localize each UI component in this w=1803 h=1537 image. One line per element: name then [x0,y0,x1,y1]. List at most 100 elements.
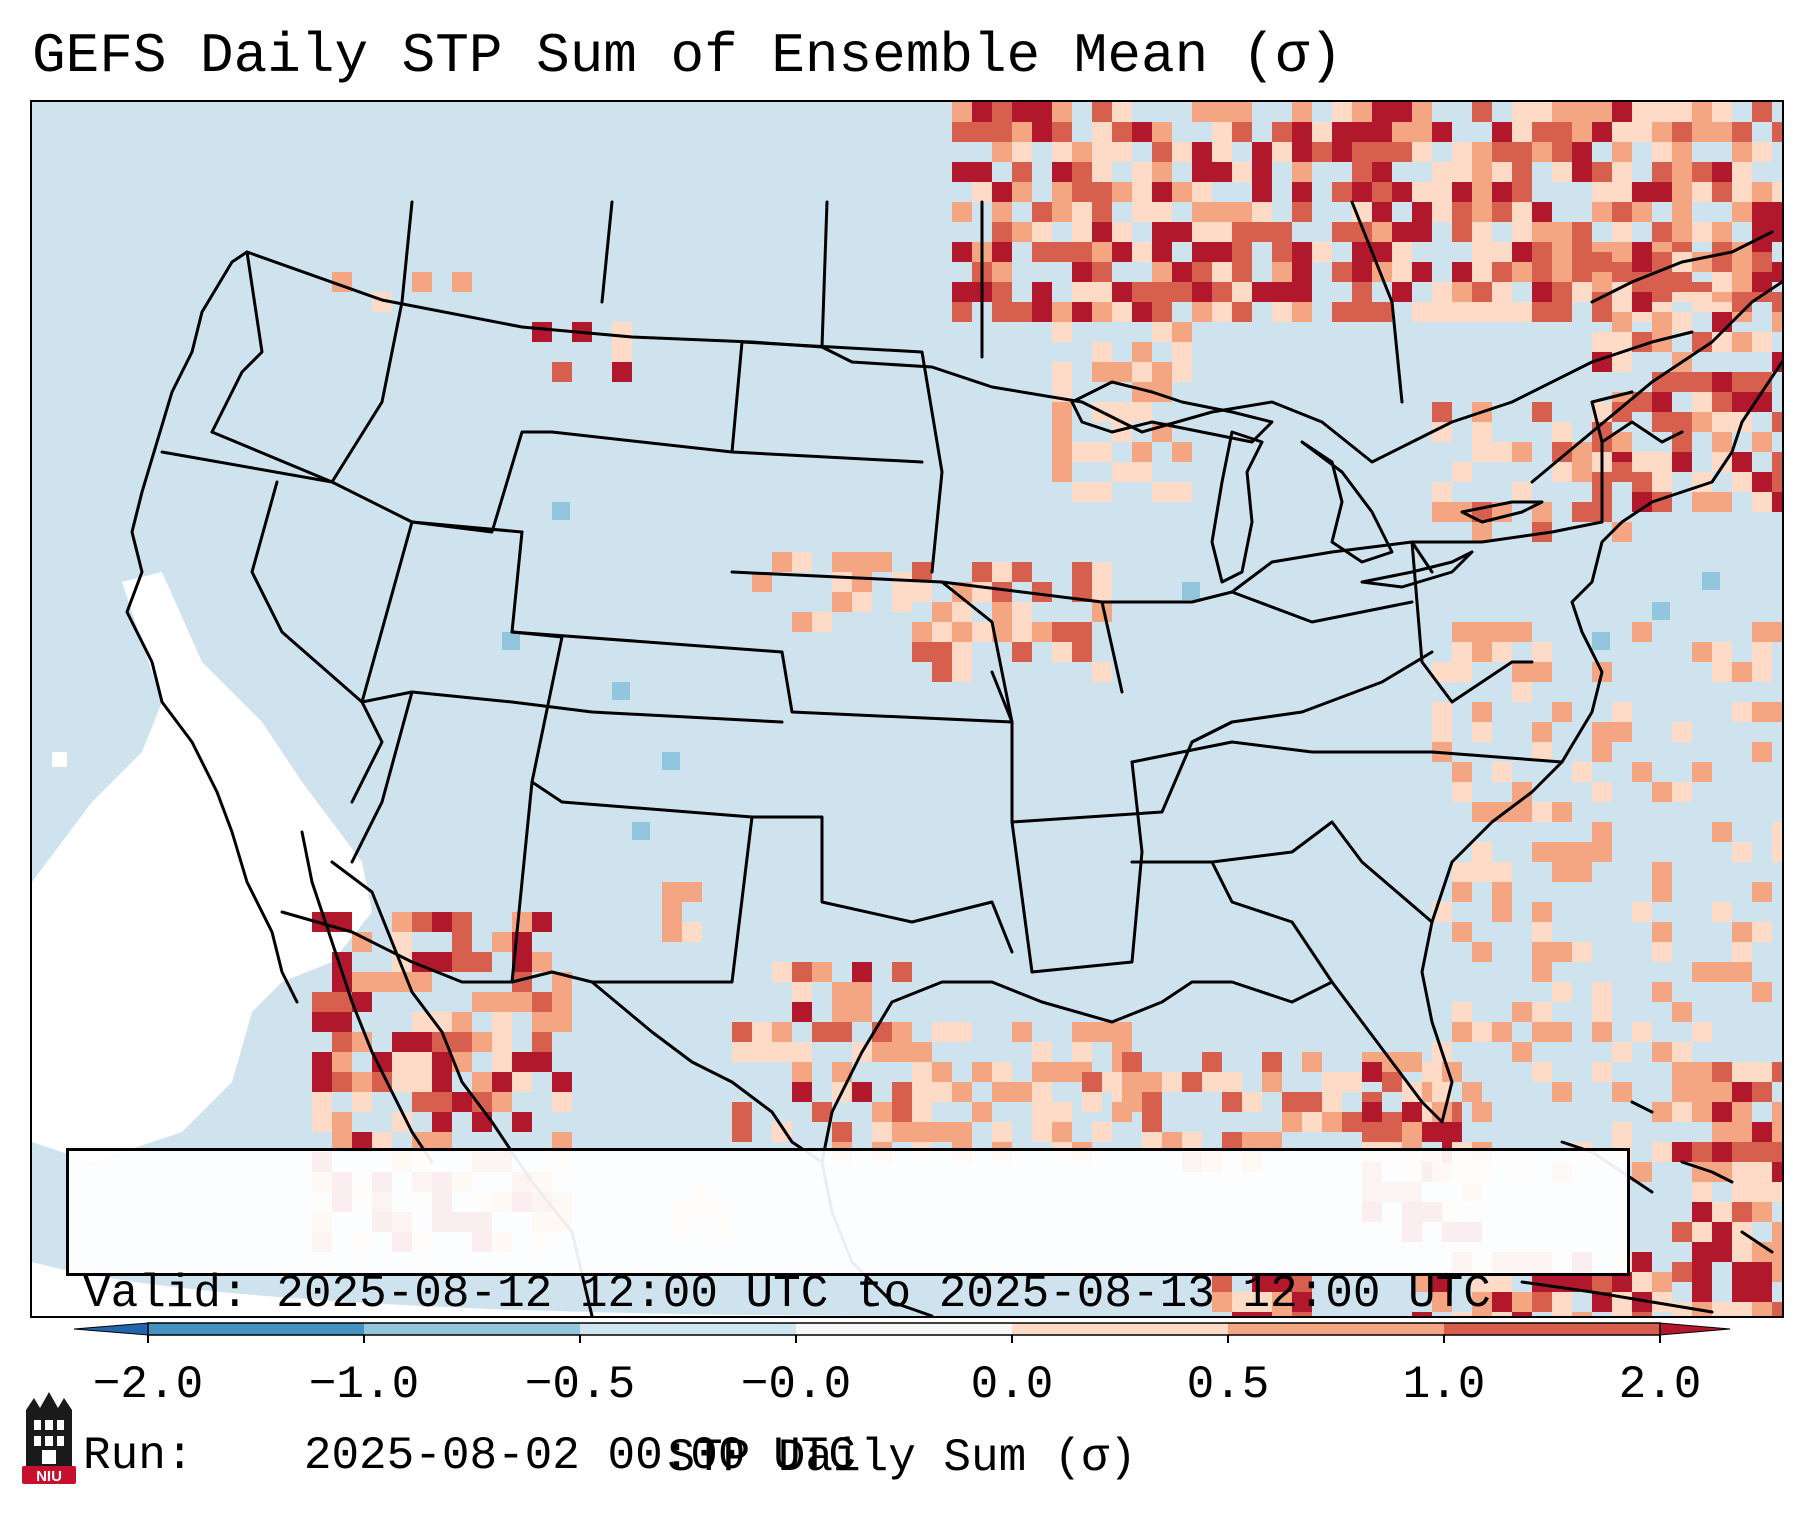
stp-cell [1452,282,1472,302]
stp-cell [1362,1062,1382,1082]
stp-cell [952,162,972,182]
stp-cell [1372,222,1392,242]
stp-cell [1672,272,1692,292]
stp-cell [892,1122,912,1142]
stp-cell [1752,642,1772,662]
stp-cell [1592,1062,1612,1082]
stp-cell [1672,162,1692,182]
stp-cell [1452,302,1472,322]
stp-cell [1192,182,1212,202]
stp-cell [1692,252,1712,272]
stp-cell [992,142,1012,162]
stp-cell [732,1102,752,1122]
stp-cell [1532,262,1552,282]
stp-cell [1092,362,1112,382]
stp-cell [312,1012,332,1032]
stp-cell [1092,182,1112,202]
stp-cell [1712,1202,1732,1222]
stp-cell [1232,1312,1252,1316]
stp-cell [1572,762,1592,782]
stp-cell [392,912,412,932]
stp-cell [1572,162,1592,182]
stp-cell [1732,1242,1752,1262]
stp-cell [1732,1142,1752,1162]
stp-cell [1452,202,1472,222]
stp-cell [1772,202,1782,222]
stp-cell [1232,102,1252,122]
stp-cell [1312,242,1332,262]
stp-cell [992,622,1012,642]
stp-cell [1512,802,1532,822]
stp-cell [1672,782,1692,802]
stp-cell [1492,642,1512,662]
stp-cell [1572,942,1592,962]
colorbar-tick-label: −0.5 [525,1359,635,1411]
stp-cell [1432,502,1452,522]
stp-cell [1652,122,1672,142]
stp-cell [1092,1022,1112,1042]
stp-cell [972,122,992,142]
stp-cell [912,622,932,642]
stp-cell [332,1012,352,1032]
stp-cell [1232,282,1252,302]
stp-cell [452,912,472,932]
stp-cell [552,992,572,1012]
stp-cell [932,1082,952,1102]
stp-cell [1272,282,1292,302]
stp-cell [1572,102,1592,122]
stp-cell [432,1052,452,1072]
colorbar-tick-label: −2.0 [93,1359,203,1411]
stp-cell [1652,862,1672,882]
stp-cell [1672,1082,1692,1102]
stp-cell [952,622,972,642]
stp-cell [1552,802,1572,822]
colorbar-bin [364,1323,581,1335]
stp-cell [1492,862,1512,882]
stp-cell [1032,1062,1052,1082]
stp-cell [1652,942,1672,962]
stp-cell [1032,1122,1052,1142]
stp-cell [952,202,972,222]
stp-cell [1772,292,1782,312]
stp-cell [832,592,852,612]
stp-cell [1512,202,1532,222]
stp-cell [1552,1022,1572,1042]
stp-cell [352,972,372,992]
stp-negative-cell [502,632,520,650]
stp-cell [1392,262,1412,282]
stp-cell [892,1082,912,1102]
stp-cell [1372,302,1392,322]
stp-cell [1672,1222,1692,1242]
stp-cell [1752,1162,1772,1182]
stp-cell [1612,702,1632,722]
stp-cell [532,912,552,932]
stp-cell [1172,322,1192,342]
stp-cell [1092,222,1112,242]
stp-cell [1142,1132,1162,1152]
stp-cell [1712,642,1732,662]
stp-cell [1292,1272,1312,1292]
stp-cell [1652,1102,1672,1122]
stp-cell [1712,182,1732,202]
stp-cell [432,1092,452,1112]
colorbar-tick-label: −1.0 [309,1359,419,1411]
stp-cell [832,1122,852,1142]
stp-cell [1212,122,1232,142]
stp-cell [1192,242,1212,262]
stp-cell [1772,1242,1782,1262]
stp-cell [1632,1312,1652,1316]
stp-cell [1652,452,1672,472]
stp-cell [1512,102,1532,122]
stp-cell [1552,942,1572,962]
stp-cell [1492,1292,1512,1312]
stp-cell [1532,642,1552,662]
stp-cell [1332,262,1352,282]
stp-cell [1472,522,1492,542]
stp-cell [1712,312,1732,332]
stp-cell [1712,332,1732,352]
stp-cell [1632,202,1652,222]
stp-cell [1172,282,1192,302]
stp-cell [892,1102,912,1122]
stp-cell [1472,142,1492,162]
stp-negative-cell [1182,582,1200,600]
